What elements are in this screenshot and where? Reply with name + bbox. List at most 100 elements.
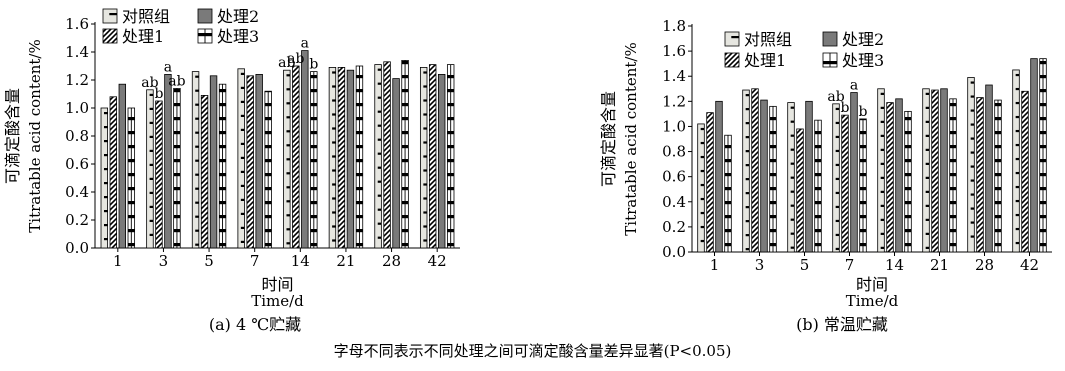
bar-对照组-3: [742, 89, 750, 253]
bar-处理2-14: [895, 98, 903, 253]
bar-处理2-1: [715, 100, 723, 253]
legend-swatch: [822, 31, 838, 47]
bar-处理1-7: [246, 75, 254, 249]
x-axis-label-cn: 时间: [856, 275, 888, 294]
x-tick-label: 5: [204, 252, 214, 270]
x-axis-label-cn: 时间: [261, 275, 293, 294]
y-axis-label-cn: 可滴定酸含量: [3, 88, 22, 184]
chart-caption: (b) 常温贮藏: [796, 315, 888, 334]
legend-swatch: [822, 52, 838, 68]
x-tick-label: 28: [975, 256, 994, 274]
bar-处理2-21: [346, 69, 355, 249]
y-tick-label: 0.8: [65, 127, 89, 145]
bar-处理1-42: [1021, 90, 1029, 253]
bar-对照组-42: [419, 67, 428, 249]
y-tick-label: 0.0: [65, 239, 89, 257]
y-tick-label: 0.4: [662, 193, 686, 211]
bar-处理3-5: [814, 119, 822, 253]
significance-label: ab: [168, 73, 185, 89]
bar-处理3-3: [769, 105, 777, 253]
x-tick-label: 5: [800, 256, 810, 274]
bar-对照组-21: [328, 67, 337, 249]
y-tick-label: 0.6: [662, 168, 686, 186]
bar-对照组-14: [877, 88, 885, 253]
legend-swatch: [102, 8, 118, 24]
bar-处理2-14: [301, 50, 309, 249]
y-tick-label: 0.6: [65, 155, 89, 173]
x-tick-label: 42: [1020, 256, 1039, 274]
bar-对照组-28: [374, 64, 382, 249]
y-tick-label: 1.0: [662, 117, 686, 135]
significance-label: a: [850, 78, 858, 94]
bar-处理1-5: [796, 128, 804, 253]
y-tick-label: 1.6: [662, 42, 686, 60]
legend-swatch: [724, 52, 740, 68]
bar-对照组-7: [237, 68, 245, 249]
significance-label: b: [841, 100, 850, 116]
bar-处理1-3: [751, 88, 759, 253]
bar-处理1-21: [337, 67, 346, 249]
bar-对照组-28: [967, 77, 975, 253]
y-tick-label: 1.4: [662, 67, 686, 85]
bar-处理1-7: [841, 114, 849, 253]
bar-处理3-5: [218, 83, 227, 249]
bar-处理3-1: [127, 107, 136, 249]
y-axis-label-en: Titratable acid content/%: [622, 42, 640, 235]
bar-处理3-14: [310, 71, 318, 249]
bar-对照组-5: [191, 71, 200, 249]
significance-label: ab: [141, 75, 158, 91]
bar-处理3-21: [949, 98, 957, 253]
y-tick-label: 1.8: [662, 17, 686, 35]
significance-label: a: [164, 59, 172, 75]
y-axis-label-cn: 可滴定酸含量: [599, 91, 618, 187]
significance-label: ab: [827, 89, 844, 105]
bar-处理3-28: [401, 60, 409, 249]
bar-处理3-1: [724, 134, 732, 253]
y-tick-label: 0.2: [65, 211, 89, 229]
y-tick-label: 1.4: [65, 43, 89, 61]
legend-label: 处理2: [217, 7, 259, 26]
bar-处理3-21: [355, 65, 364, 249]
bar-处理1-21: [931, 89, 939, 253]
bar-处理3-3: [173, 88, 181, 249]
bar-处理2-21: [940, 88, 948, 253]
bar-处理2-7: [255, 74, 263, 249]
y-tick-label: 1.2: [65, 71, 89, 89]
significance-label: b: [309, 57, 318, 73]
y-tick-label: 0.4: [65, 183, 89, 201]
bar-对照组-1: [697, 123, 705, 253]
x-tick-label: 21: [930, 256, 949, 274]
bar-处理2-5: [209, 75, 218, 249]
bar-处理3-7: [859, 118, 867, 253]
bar-处理3-28: [994, 99, 1002, 253]
significance-label: b: [154, 86, 163, 102]
x-tick-label: 3: [755, 256, 765, 274]
y-tick-label: 0.2: [662, 218, 686, 236]
bar-处理2-5: [805, 100, 813, 253]
chart-b: 0.0 0.2 0.4 0.6 0.8 1.0 1.2 1.4 1.6 1.8 1 3 5 7 14 21 28…: [599, 17, 1052, 334]
bar-对照组-3: [146, 89, 154, 249]
bar-处理2-7: [850, 92, 858, 253]
x-tick-label: 21: [336, 252, 355, 270]
y-tick-label: 1.2: [662, 92, 686, 110]
y-tick-label: 0.0: [662, 243, 686, 261]
bar-处理2-3: [164, 74, 172, 249]
x-tick-label: 7: [845, 256, 855, 274]
bar-处理2-28: [985, 84, 993, 253]
bar-处理1-14: [886, 102, 894, 253]
legend-swatch: [724, 31, 740, 47]
bar-处理1-1: [706, 112, 714, 253]
bar-处理1-28: [976, 97, 984, 253]
legend-label: 处理1: [744, 51, 786, 70]
bar-处理2-28: [392, 78, 400, 249]
x-tick-label: 42: [428, 252, 447, 270]
legend-label: 处理3: [217, 27, 259, 46]
significance-label: ab: [287, 51, 304, 67]
legend-label: 处理3: [842, 51, 884, 70]
bar-处理1-42: [428, 64, 437, 249]
x-tick-label: 3: [159, 252, 169, 270]
y-axis-label-en: Titratable acid content/%: [26, 39, 44, 232]
legend-swatch: [197, 28, 213, 44]
